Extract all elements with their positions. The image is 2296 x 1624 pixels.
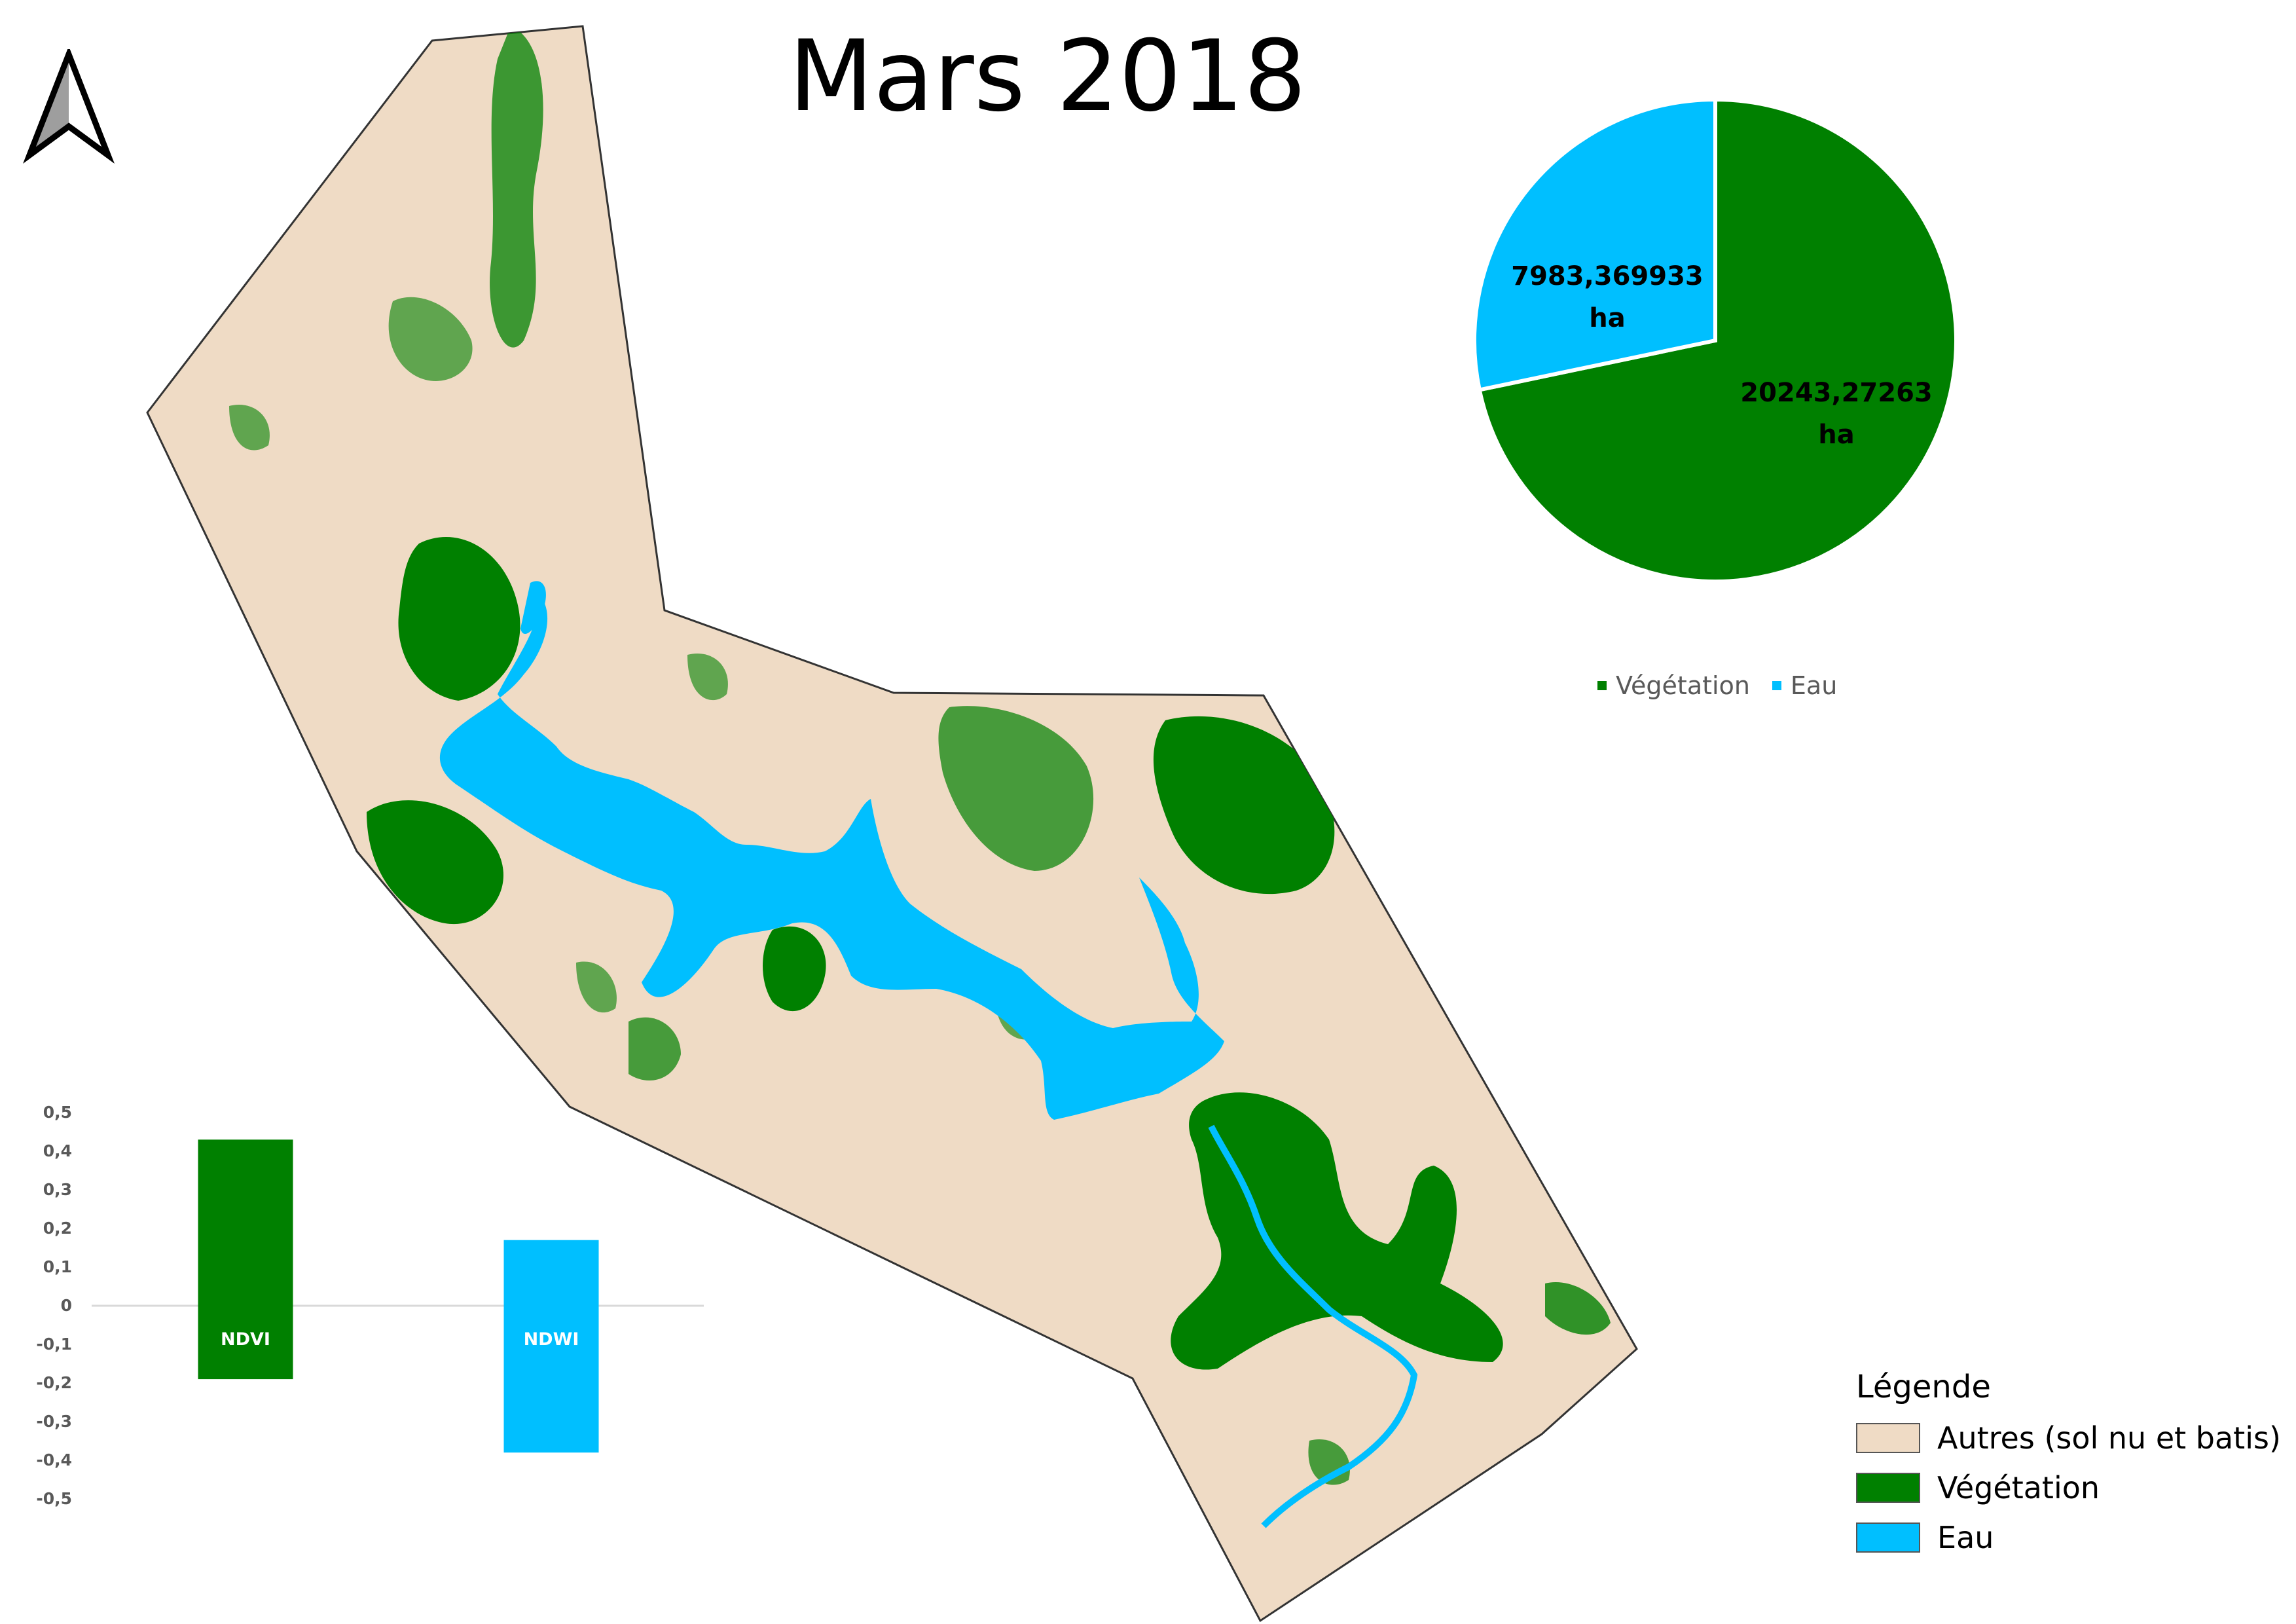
pie-label-vegetation: 20243,27263 ha [1715, 372, 1958, 456]
legend-label-eau: Eau [1937, 1520, 1994, 1555]
pie-legend-swatch-vegetation [1597, 681, 1607, 690]
bar-label-ndvi: NDVI [221, 1329, 270, 1350]
y-tick-label: 0,4 [43, 1141, 72, 1160]
legend-item-eau: Eau [1856, 1513, 2281, 1562]
y-tick-label: 0,2 [43, 1219, 72, 1238]
vegetation-patches [229, 26, 1611, 1485]
bar-ndwi [503, 1240, 599, 1453]
y-tick-label: -0,1 [36, 1335, 72, 1354]
y-tick-label: -0,3 [36, 1412, 72, 1431]
bar-label-ndwi: NDWI [523, 1329, 579, 1350]
y-tick-label: -0,4 [36, 1450, 72, 1469]
pie-legend-item-eau: Eau [1772, 671, 1837, 700]
legend-item-autres: Autres (sol nu et batis) [1856, 1413, 2281, 1463]
y-tick-label: 0,3 [43, 1180, 72, 1199]
legend-title: Légende [1856, 1369, 1991, 1405]
legend-swatch-eau [1856, 1522, 1920, 1553]
bar-ndvi [198, 1139, 293, 1380]
pie-label-eau-value: 7983,369933 [1511, 261, 1704, 291]
legend-swatch-vegetation [1856, 1473, 1920, 1503]
y-tick-label: 0 [60, 1296, 72, 1315]
pie-slice-eau [1472, 98, 1717, 392]
bar-chart [92, 1139, 704, 1453]
pie-chart [1472, 98, 1958, 583]
map-title: Mars 2018 [788, 20, 1307, 134]
legend-label-vegetation: Végétation [1937, 1470, 2100, 1505]
lake-water-body [439, 593, 1224, 1120]
pie-legend-label-vegetation: Végétation [1616, 671, 1750, 700]
pie-label-vegetation-value: 20243,27263 [1740, 378, 1933, 408]
legend-label-autres: Autres (sol nu et batis) [1937, 1420, 2281, 1456]
pie-legend: Végétation Eau [1597, 671, 1837, 700]
y-tick-label: 0,5 [43, 1103, 72, 1122]
pie-legend-swatch-eau [1772, 681, 1781, 690]
y-tick-label: -0,2 [36, 1373, 72, 1392]
lake-arm [520, 581, 546, 635]
pie-label-eau-unit: ha [1589, 303, 1626, 333]
legend-item-vegetation: Végétation [1856, 1463, 2281, 1513]
north-arrow-icon [23, 49, 115, 164]
pie-label-vegetation-unit: ha [1818, 420, 1855, 450]
pie-legend-item-vegetation: Végétation [1597, 671, 1750, 700]
pie-slice-vegetation [1477, 98, 1958, 583]
river-channel [1208, 1124, 1418, 1528]
map-legend: Légende Autres (sol nu et batis) Végétat… [1856, 1369, 2281, 1562]
legend-swatch-autres [1856, 1423, 1920, 1453]
y-tick-label: -0,5 [36, 1489, 72, 1508]
pie-label-eau: 7983,369933 ha [1489, 255, 1725, 339]
pie-legend-label-eau: Eau [1790, 671, 1838, 700]
y-tick-label: 0,1 [43, 1257, 72, 1276]
